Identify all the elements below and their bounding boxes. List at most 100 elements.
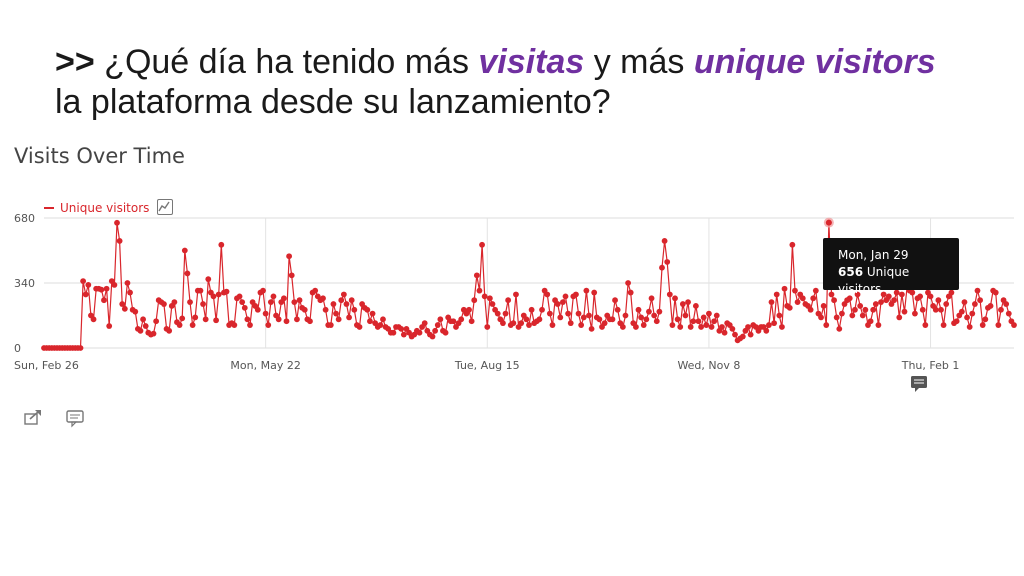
data-point: [893, 289, 900, 296]
share-export-icon[interactable]: [24, 409, 42, 425]
data-point: [935, 297, 942, 304]
data-point: [312, 287, 319, 294]
data-point: [591, 289, 598, 296]
data-point: [885, 293, 892, 300]
data-point: [473, 272, 480, 279]
legend-label: Unique visitors: [60, 201, 150, 215]
data-point: [505, 297, 512, 304]
data-point: [484, 324, 491, 330]
data-point: [922, 322, 929, 328]
data-point: [596, 316, 603, 323]
data-point: [471, 297, 478, 304]
data-point: [958, 308, 965, 315]
data-point: [849, 312, 856, 319]
line-chart-icon[interactable]: [157, 199, 173, 215]
data-point: [938, 306, 944, 313]
chart-legend[interactable]: Unique visitors: [44, 201, 149, 215]
data-point: [518, 320, 525, 327]
data-point: [666, 291, 673, 298]
data-point: [557, 314, 564, 321]
data-point: [732, 331, 738, 338]
data-point: [633, 324, 639, 330]
data-point: [912, 310, 918, 317]
data-point: [90, 316, 97, 323]
data-point: [953, 318, 960, 325]
data-point: [356, 324, 363, 330]
data-point: [828, 291, 835, 298]
data-point: [812, 287, 819, 294]
data-point: [288, 272, 295, 279]
data-point: [852, 306, 858, 313]
data-point: [262, 310, 269, 317]
x-tick-label: Thu, Feb 1: [901, 359, 960, 372]
data-point: [891, 297, 897, 304]
data-point: [823, 322, 830, 328]
data-point: [215, 291, 222, 298]
data-point: [161, 301, 167, 307]
data-point: [338, 297, 345, 304]
data-point: [739, 333, 746, 340]
data-point: [260, 287, 266, 294]
data-point: [364, 306, 371, 313]
widget-title: Visits Over Time: [14, 144, 185, 168]
x-tick-label: Sun, Feb 26: [14, 359, 79, 372]
data-point: [351, 306, 358, 313]
data-point: [987, 303, 994, 309]
data-point: [119, 301, 126, 307]
data-point: [320, 295, 326, 302]
data-point: [400, 331, 407, 338]
data-point: [580, 314, 587, 321]
data-point: [880, 291, 887, 298]
data-point: [974, 287, 981, 294]
data-point: [862, 306, 869, 313]
y-tick-label: 0: [14, 342, 21, 355]
data-point: [124, 280, 131, 286]
data-point: [940, 322, 947, 328]
data-point: [995, 322, 1002, 328]
data-point: [236, 293, 243, 300]
question-emphasis-unique-visitors: unique visitors: [693, 43, 936, 81]
data-point: [998, 306, 1004, 313]
data-point: [244, 316, 251, 323]
data-point: [896, 314, 903, 321]
data-point: [682, 312, 689, 319]
slide-question: >> ¿Qué día ha tenido más visitas y más …: [55, 42, 1005, 122]
data-point: [286, 253, 293, 260]
data-point: [98, 286, 105, 293]
data-point: [961, 299, 968, 306]
data-point: [111, 282, 118, 288]
data-point: [432, 327, 439, 334]
data-point: [437, 316, 444, 323]
data-point: [651, 312, 658, 319]
data-point: [528, 306, 535, 313]
data-point: [875, 322, 882, 328]
data-point: [247, 322, 253, 328]
data-point: [870, 306, 877, 313]
comment-icon[interactable]: [66, 410, 84, 428]
data-point: [700, 314, 707, 321]
data-point: [948, 289, 955, 296]
data-point: [573, 291, 579, 298]
data-point: [859, 312, 866, 319]
data-point: [479, 241, 485, 248]
data-point: [625, 280, 631, 286]
data-point: [442, 329, 449, 336]
data-point: [779, 324, 785, 330]
data-point: [142, 323, 149, 329]
data-point: [773, 291, 780, 298]
data-point: [513, 291, 519, 298]
data-point: [622, 312, 629, 319]
annotation-icon[interactable]: [910, 375, 928, 393]
data-point-highlight-core: [825, 219, 832, 226]
data-point: [494, 310, 501, 317]
question-part-c: la plataforma desde su lanzamiento?: [55, 83, 611, 121]
data-point: [898, 291, 905, 298]
data-point: [846, 295, 853, 302]
data-point: [794, 299, 801, 306]
data-point: [687, 324, 694, 330]
data-point: [181, 247, 188, 254]
data-point: [648, 295, 655, 302]
data-point: [270, 293, 277, 300]
data-point: [546, 310, 553, 317]
data-point: [721, 329, 728, 336]
